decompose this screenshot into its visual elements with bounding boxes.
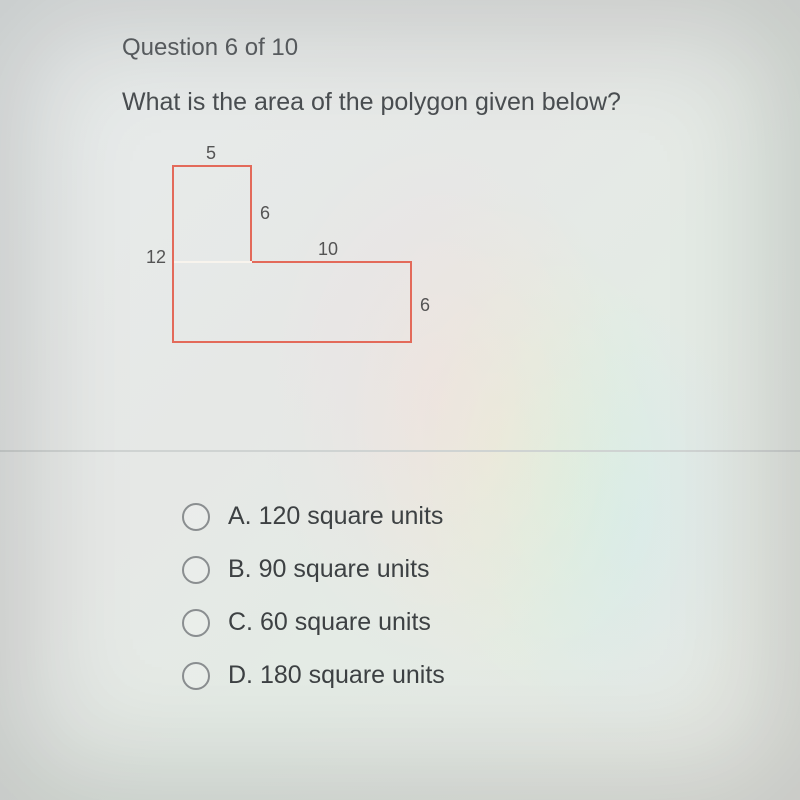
choice-d-label: D. 180 square units xyxy=(228,661,445,690)
dim-right-height: 6 xyxy=(420,295,430,316)
radio-icon[interactable] xyxy=(182,556,210,584)
answer-choices: A. 120 square units B. 90 square units C… xyxy=(182,502,445,714)
radio-icon[interactable] xyxy=(182,662,210,690)
radio-icon[interactable] xyxy=(182,503,210,531)
question-text: What is the area of the polygon given be… xyxy=(122,88,776,117)
dim-notch-width: 10 xyxy=(318,239,338,260)
choice-b-label: B. 90 square units xyxy=(228,555,430,584)
polygon-top-rect xyxy=(172,165,252,261)
polygon-figure: 5 6 10 12 6 xyxy=(142,147,462,357)
section-divider xyxy=(0,450,800,452)
choice-d[interactable]: D. 180 square units xyxy=(182,661,445,690)
choice-a-label: A. 120 square units xyxy=(228,502,443,531)
choice-c[interactable]: C. 60 square units xyxy=(182,608,445,637)
dim-notch-height: 6 xyxy=(260,203,270,224)
radio-icon[interactable] xyxy=(182,609,210,637)
choice-c-label: C. 60 square units xyxy=(228,608,431,637)
question-number: Question 6 of 10 xyxy=(122,34,776,62)
choice-b[interactable]: B. 90 square units xyxy=(182,555,445,584)
dim-top-width: 5 xyxy=(206,143,216,164)
dim-left-height: 12 xyxy=(146,247,166,268)
choice-a[interactable]: A. 120 square units xyxy=(182,502,445,531)
polygon-bottom-rect xyxy=(172,261,412,343)
